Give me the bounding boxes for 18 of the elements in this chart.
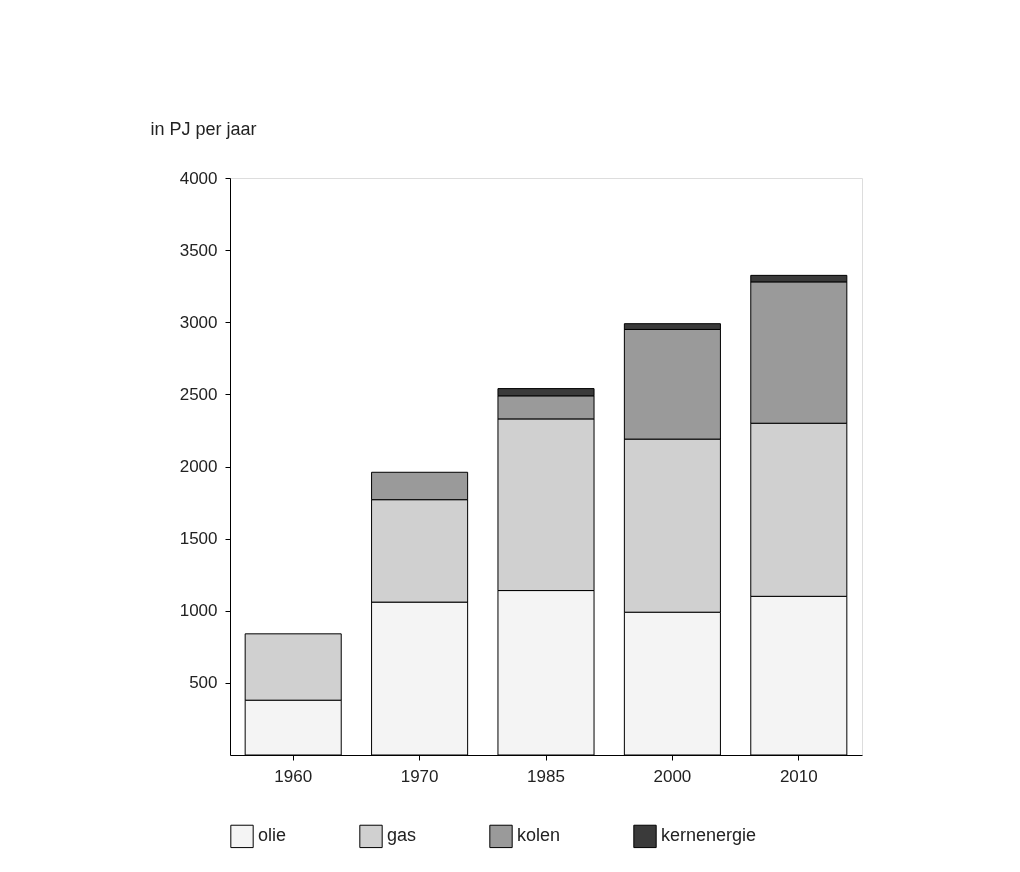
legend-label: kolen	[517, 825, 561, 846]
y-tick-label: 1000	[179, 601, 218, 621]
x-tick-label: 1985	[527, 766, 565, 786]
y-tick-label: 2000	[179, 457, 218, 476]
y-tick-label: 500	[189, 673, 218, 693]
y-tick-label: 4000	[179, 168, 218, 188]
y-axis-title: in PJ per jaar	[150, 118, 257, 139]
y-tick-label: 2500	[179, 384, 218, 404]
x-tick-label: 2010	[779, 766, 818, 786]
legend-label: olie	[258, 825, 287, 846]
legend-label: kernenergie	[661, 825, 757, 846]
x-tick-label: 1960	[274, 766, 313, 786]
y-tick-label: 3500	[179, 240, 218, 260]
x-tick-label: 2000	[653, 766, 692, 786]
y-tick-label: 3000	[179, 312, 218, 332]
y-tick-label: 1500	[179, 529, 218, 549]
x-tick-label: 1970	[400, 766, 439, 786]
legend-label: gas	[387, 825, 417, 846]
